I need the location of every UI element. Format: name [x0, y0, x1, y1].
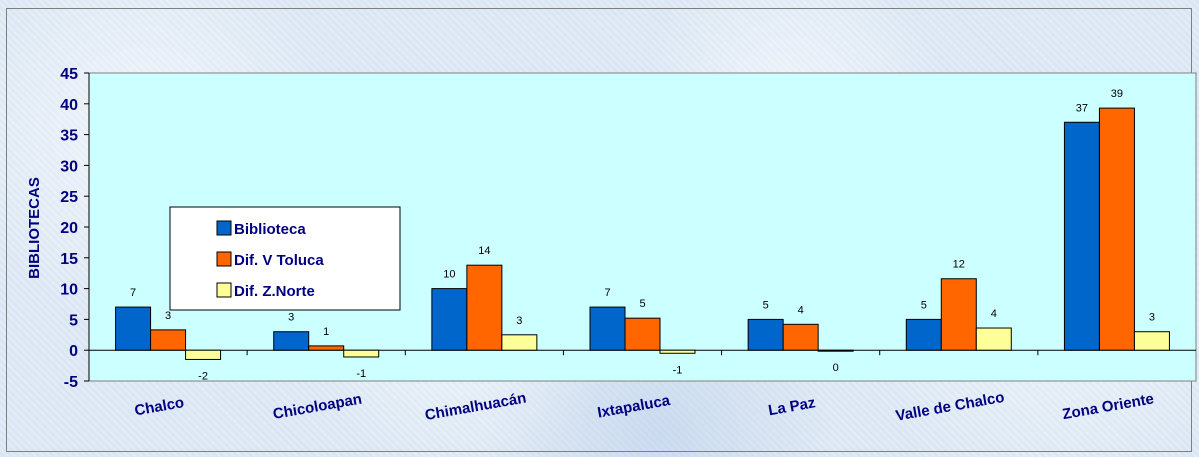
data-label: 14	[478, 245, 490, 257]
bar	[343, 349, 380, 358]
bar	[150, 329, 187, 351]
data-label: 5	[763, 299, 769, 311]
data-label: 3	[1149, 312, 1155, 324]
y-tick-label: 25	[60, 189, 78, 206]
bar	[782, 323, 819, 351]
bar	[975, 327, 1012, 351]
bar	[659, 349, 696, 354]
data-label: -1	[356, 368, 366, 380]
data-label: 5	[639, 298, 645, 310]
data-label: 12	[953, 259, 965, 271]
legend-swatch	[216, 220, 232, 236]
data-label: -1	[673, 364, 683, 376]
data-label: -2	[198, 370, 208, 382]
bar	[589, 306, 626, 351]
y-tick-label: 5	[69, 312, 78, 329]
bar	[905, 318, 942, 351]
category-label: Valle de Chalco	[894, 389, 1005, 425]
bar	[624, 317, 661, 351]
bar	[273, 331, 310, 351]
bar	[1098, 107, 1135, 351]
bar	[940, 278, 977, 351]
legend-swatch	[216, 282, 232, 298]
legend-label: Dif. V Toluca	[234, 252, 324, 269]
y-tick-label: 40	[60, 97, 78, 114]
data-label: 3	[165, 310, 171, 322]
bar	[817, 349, 854, 352]
category-label: Chalco	[133, 394, 185, 419]
data-label: 4	[991, 308, 997, 320]
y-tick-label: 15	[60, 251, 78, 268]
bar	[185, 349, 222, 360]
data-label: 1	[323, 326, 329, 338]
legend-swatch	[216, 251, 232, 267]
data-label: 7	[130, 287, 136, 299]
y-tick-label: 0	[69, 343, 78, 360]
data-label: 3	[516, 315, 522, 327]
bar	[1063, 121, 1100, 351]
data-label: 5	[921, 299, 927, 311]
category-label: La Paz	[767, 394, 817, 419]
y-tick-label: 30	[60, 158, 78, 175]
legend-label: Dif. Z.Norte	[234, 283, 315, 300]
bar	[431, 288, 468, 351]
data-label: 3	[288, 312, 294, 324]
bar	[1133, 331, 1170, 351]
category-label: Ixtapaluca	[596, 392, 672, 422]
y-tick-label: 20	[60, 220, 78, 237]
data-label: 7	[604, 287, 610, 299]
y-tick-label: 35	[60, 128, 78, 145]
y-axis-title: BIBLIOTECAS	[26, 177, 43, 279]
category-label: Chimalhuacán	[424, 389, 528, 424]
data-label: 37	[1076, 102, 1088, 114]
data-label: 10	[443, 269, 455, 281]
data-label: 0	[833, 362, 839, 374]
bar	[501, 334, 538, 351]
bar	[466, 264, 503, 351]
data-label: 4	[798, 304, 804, 316]
bar	[115, 306, 152, 351]
category-label: Zona Oriente	[1061, 390, 1155, 423]
y-tick-label: 10	[60, 282, 78, 299]
data-label: 39	[1111, 88, 1123, 100]
bar	[747, 318, 784, 351]
bar	[308, 345, 345, 351]
category-label: Chicoloapan	[272, 391, 364, 423]
y-tick-label: -5	[64, 374, 78, 391]
y-tick-label: 45	[60, 66, 78, 83]
legend-label: Biblioteca	[234, 221, 306, 238]
legend-box	[169, 206, 401, 311]
